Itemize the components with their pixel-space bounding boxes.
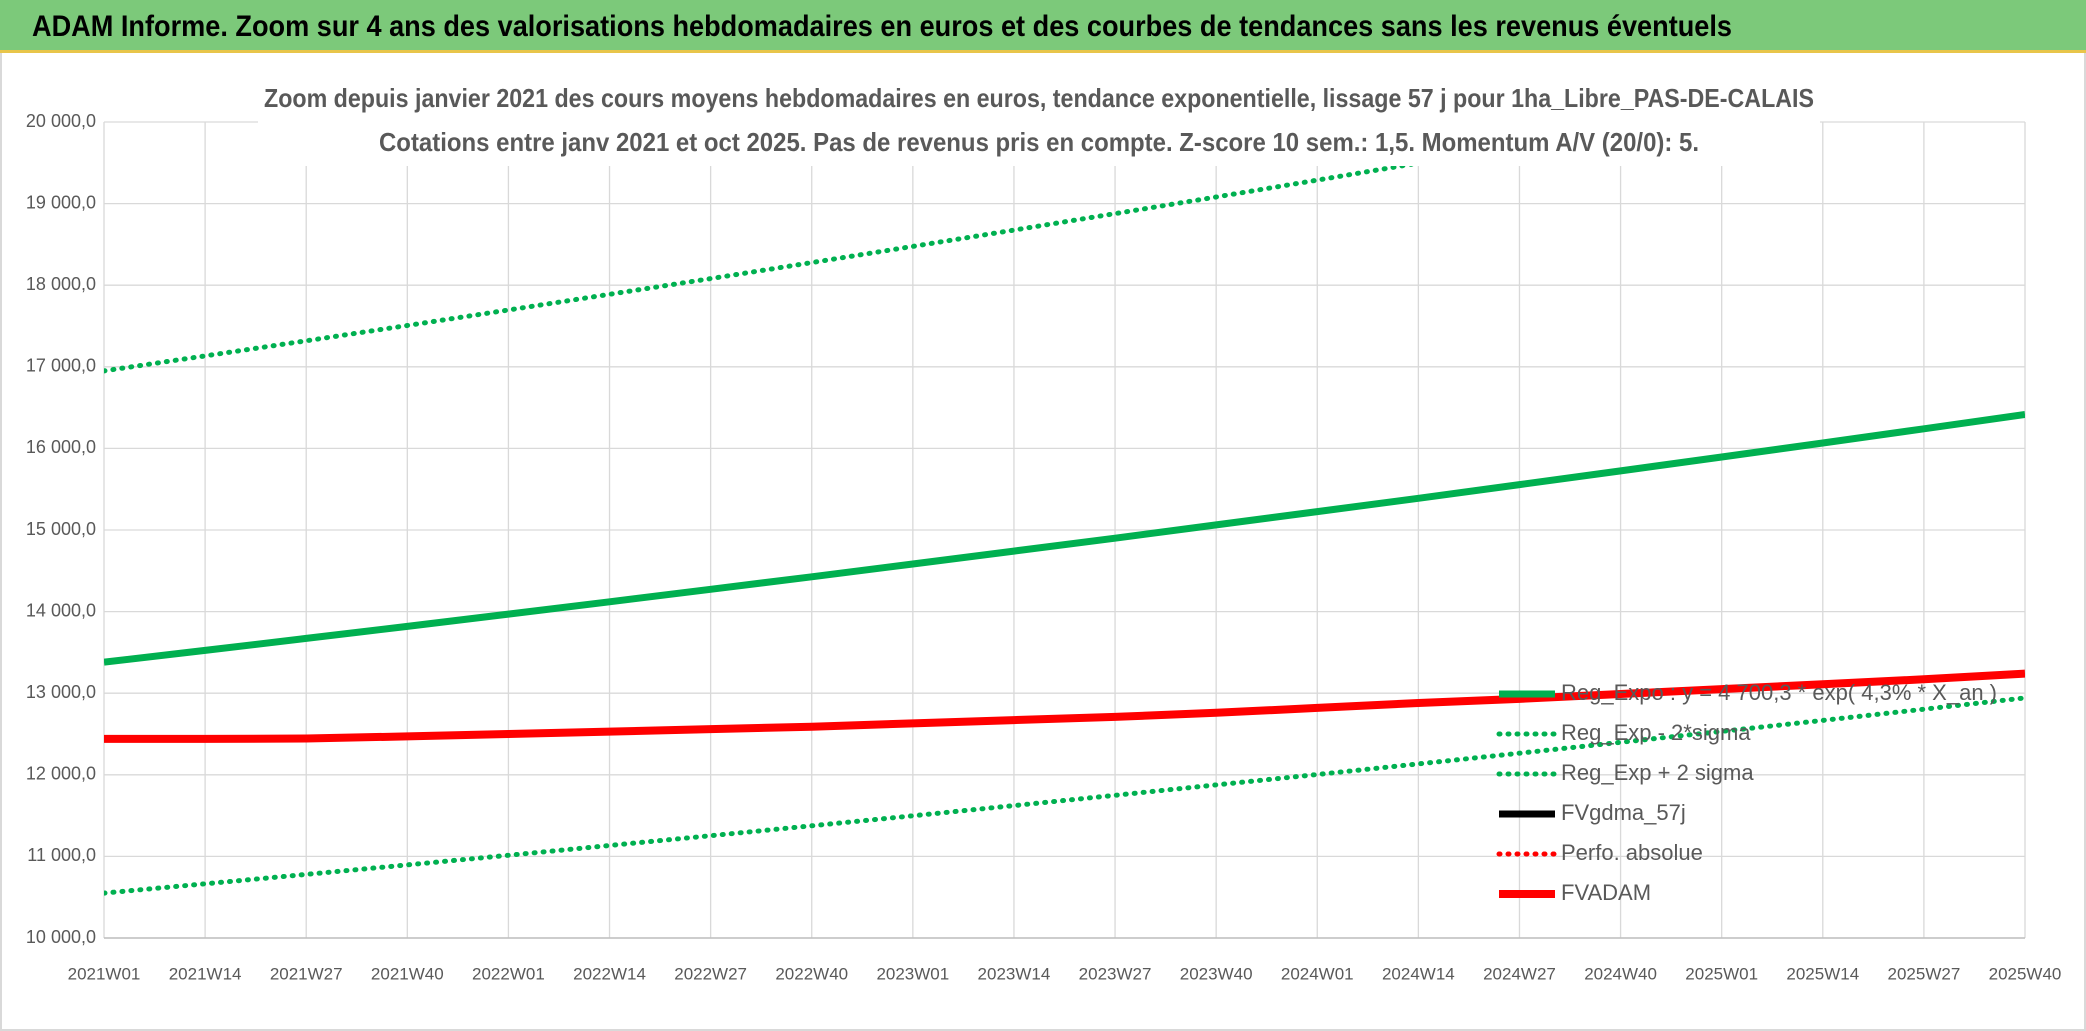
x-tick-label: 2024W27	[1483, 964, 1556, 983]
header-edge	[0, 50, 2086, 53]
x-tick-label: 2022W14	[573, 964, 646, 983]
x-tick-label: 2025W01	[1685, 964, 1758, 983]
y-tick-label: 15 000,0	[26, 519, 96, 539]
chart-subtitle: Cotations entre janv 2021 et oct 2025. P…	[379, 127, 1699, 157]
header-title: ADAM Informe. Zoom sur 4 ans des valoris…	[32, 10, 1732, 43]
legend: Reg_Expo : y = 4 700,3 * exp( 4,3% * X_a…	[1496, 680, 1997, 905]
x-tick-label: 2023W40	[1180, 964, 1253, 983]
x-tick-label: 2025W40	[1989, 964, 2062, 983]
y-tick-label: 12 000,0	[26, 764, 96, 784]
y-tick-label: 19 000,0	[26, 192, 96, 212]
y-tick-label: 10 000,0	[26, 927, 96, 947]
legend-label: Perfo. absolue	[1561, 840, 1703, 865]
x-tick-label: 2023W27	[1079, 964, 1152, 983]
x-tick-label: 2022W27	[674, 964, 747, 983]
x-tick-label: 2021W40	[371, 964, 444, 983]
y-tick-label: 11 000,0	[27, 845, 96, 865]
x-tick-label: 2021W27	[270, 964, 343, 983]
x-tick-label: 2024W01	[1281, 964, 1354, 983]
x-tick-label: 2024W40	[1584, 964, 1657, 983]
chart-title: Zoom depuis janvier 2021 des cours moyen…	[264, 83, 1814, 113]
y-tick-label: 14 000,0	[26, 600, 96, 620]
series-line	[104, 411, 2025, 666]
x-tick-label: 2022W01	[472, 964, 545, 983]
x-tick-label: 2021W14	[169, 964, 242, 983]
plot-area: 10 000,0 11 000,0 12 000,0 13 000,0 14 000,0…	[26, 111, 2062, 984]
series-line	[104, 122, 1673, 374]
legend-label: FVADAM	[1561, 880, 1651, 905]
legend-label: FVgdma_57j	[1561, 800, 1686, 825]
x-tick-label: 2023W14	[978, 964, 1051, 983]
x-tick-label: 2023W01	[876, 964, 949, 983]
x-tick-label: 2024W14	[1382, 964, 1455, 983]
x-tick-label: 2025W27	[1888, 964, 1961, 983]
series-line	[104, 669, 2025, 743]
legend-label: Reg_Exp - 2*sigma	[1561, 720, 1751, 745]
header-bar	[0, 0, 2086, 53]
series-line	[104, 695, 2025, 896]
y-tick-label: 17 000,0	[26, 356, 96, 376]
y-tick-label: 16 000,0	[26, 437, 96, 457]
x-tick-label: 2022W40	[775, 964, 848, 983]
x-tick-label: 2021W01	[68, 964, 141, 983]
y-tick-label: 18 000,0	[26, 274, 96, 294]
y-tick-label: 13 000,0	[26, 682, 96, 702]
series-group	[104, 122, 2025, 896]
title-box	[258, 74, 1820, 166]
legend-label: Reg_Expo : y = 4 700,3 * exp( 4,3% * X_a…	[1561, 680, 1997, 705]
y-tick-label: 20 000,0	[26, 111, 96, 131]
x-tick-label: 2025W14	[1786, 964, 1859, 983]
legend-label: Reg_Exp + 2 sigma	[1561, 760, 1754, 785]
